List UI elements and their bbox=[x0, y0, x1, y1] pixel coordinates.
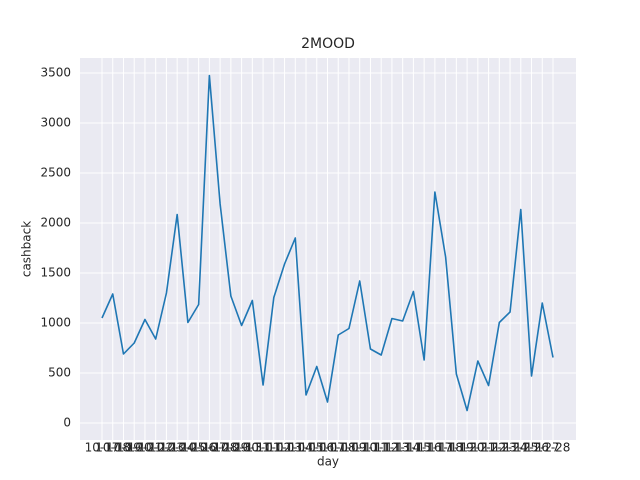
y-tick-label: 3500 bbox=[40, 66, 71, 80]
y-tick-label: 1500 bbox=[40, 266, 71, 280]
x-tick-label: 11-28 bbox=[536, 441, 571, 455]
x-tick-label: 11-27 bbox=[525, 441, 560, 455]
x-tick-label: 11-24 bbox=[493, 441, 528, 455]
x-tick-label: 11-07 bbox=[310, 441, 345, 455]
x-tick-label: 10-21 bbox=[128, 441, 163, 455]
x-tick-label: 11-10 bbox=[342, 441, 377, 455]
line-series bbox=[101, 74, 554, 412]
x-tick-label: 10-19 bbox=[106, 441, 141, 455]
x-tick-label: 11-23 bbox=[482, 441, 517, 455]
x-tick-label: 11-08 bbox=[321, 441, 356, 455]
x-tick-label: 10-26 bbox=[181, 441, 216, 455]
x-tick-label: 10-22 bbox=[138, 441, 173, 455]
x-tick-label: 11-13 bbox=[374, 441, 409, 455]
x-tick-label: 10-25 bbox=[170, 441, 205, 455]
x-tick-label: 11-18 bbox=[428, 441, 463, 455]
y-tick-label: 0 bbox=[63, 416, 71, 430]
x-tick-label: 11-12 bbox=[364, 441, 399, 455]
x-tick-label: 11-19 bbox=[439, 441, 474, 455]
y-tick-label: 1000 bbox=[40, 316, 71, 330]
x-tick-label: 11-05 bbox=[289, 441, 324, 455]
y-tick-label: 3000 bbox=[40, 116, 71, 130]
x-tick-label: 10-31 bbox=[235, 441, 270, 455]
x-tick-label: 11-11 bbox=[353, 441, 388, 455]
x-tick-label: 11-01 bbox=[246, 441, 281, 455]
chart-title: 2MOOD bbox=[301, 36, 355, 52]
x-tick-label: 10-30 bbox=[224, 441, 259, 455]
x-tick-label: 10-23 bbox=[149, 441, 184, 455]
x-tick-label: 11-09 bbox=[332, 441, 367, 455]
x-tick-label: 11-02 bbox=[256, 441, 291, 455]
x-tick-label: 10-29 bbox=[213, 441, 248, 455]
y-axis-label: cashback bbox=[20, 221, 34, 277]
x-tick-label: 10-27 bbox=[192, 441, 227, 455]
x-tick-label: 11-06 bbox=[299, 441, 334, 455]
x-tick-label: 11-16 bbox=[407, 441, 442, 455]
x-tick-label: 10-28 bbox=[203, 441, 238, 455]
x-tick-label: 11-17 bbox=[417, 441, 452, 455]
x-tick-label: 11-25 bbox=[503, 441, 538, 455]
x-tick-label: 11-14 bbox=[385, 441, 420, 455]
x-tick-label: 11-03 bbox=[267, 441, 302, 455]
x-tick-label: 11-20 bbox=[450, 441, 485, 455]
x-tick-label: 11-26 bbox=[514, 441, 549, 455]
x-tick-label: 10-24 bbox=[160, 441, 195, 455]
x-tick-label: 10-18 bbox=[95, 441, 130, 455]
x-tick-label: 10-17 bbox=[85, 441, 120, 455]
x-tick-label: 11-21 bbox=[460, 441, 495, 455]
x-tick-label: 10-20 bbox=[117, 441, 152, 455]
x-tick-label: 11-15 bbox=[396, 441, 431, 455]
y-tick-label: 2000 bbox=[40, 216, 71, 230]
y-tick-label: 2500 bbox=[40, 166, 71, 180]
x-tick-label: 11-22 bbox=[471, 441, 506, 455]
x-tick-label: 11-04 bbox=[278, 441, 313, 455]
y-tick-label: 500 bbox=[48, 366, 71, 380]
x-axis-label: day bbox=[317, 455, 339, 469]
